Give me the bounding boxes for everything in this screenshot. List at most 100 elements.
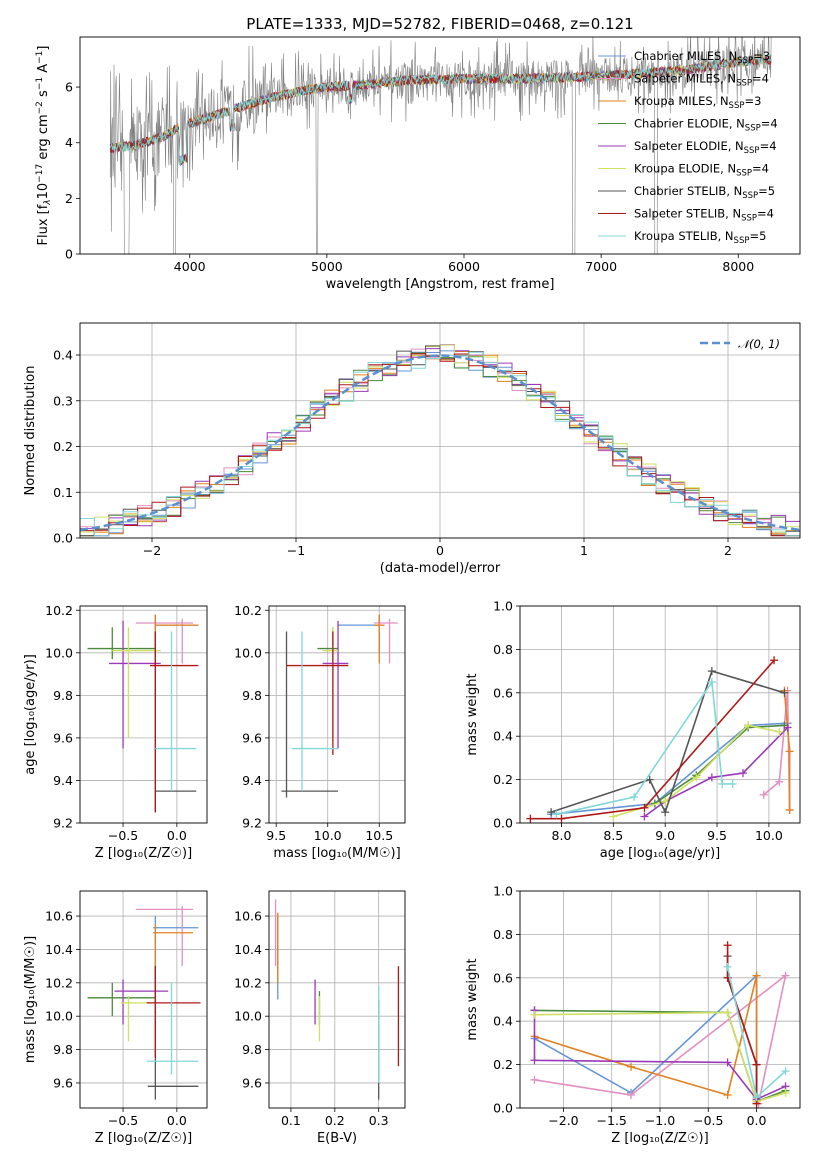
massweight-vs-age-xlabel: age [log₁₀(age/yr)] [600, 846, 721, 861]
mass-vs-Z-plot-area [80, 891, 207, 1108]
spectrum-panel: 4000 5000 6000 7000 8000 0 2 4 6 PLATE=1333, MJD=… [35, 15, 801, 292]
mass-vs-EBV-ytick-label: 9.6 [242, 1075, 262, 1090]
massweight-vs-Z-line-salpeter_miles [534, 973, 787, 1104]
age-vs-Z-xlabel: Z [log₁₀(Z/Z☉)] [95, 846, 192, 861]
legend-suffix: =4 [757, 207, 774, 221]
residuals-panel: −2 −1 0 1 2 0.0 0.1 0.2 0.3 0.4 (data-model)/error… [23, 322, 801, 576]
age-vs-Z-panel: −0.5 0.0 9.2 9.4 9.6 9.8 10.0 10.2 Z [log₁₀(Z/Z☉… [23, 603, 208, 861]
residuals-xtick-label: 1 [580, 543, 588, 558]
legend-suffix: =4 [752, 162, 769, 176]
age-vs-mass-ytick-label: 10.0 [234, 645, 262, 660]
mass-vs-Z-xtick-label: −0.5 [108, 1113, 138, 1128]
mass-vs-EBV-panel: 0.1 0.2 0.3 9.6 9.8 10.0 10.2 10.4 10.6 E(B-V) [234, 890, 406, 1146]
massweight-vs-Z-ytick-label: 0.6 [493, 970, 513, 985]
spectrum-ylabel-part: λ [43, 199, 53, 205]
massweight-vs-age-line-chabrier_miles [551, 722, 788, 816]
spectrum-ylabel-part: A [36, 64, 51, 77]
mass-vs-Z-ytick-label: 10.0 [45, 1009, 73, 1024]
mass-vs-EBV-xlabel: E(B-V) [317, 1131, 357, 1146]
age-vs-mass-ytick-label: 9.4 [242, 773, 262, 788]
spectrum-xlabel: wavelength [Angstrom, rest frame] [326, 277, 555, 292]
spectrum-frame [79, 36, 801, 255]
legend-name: Salpeter MILES, N [634, 72, 736, 86]
legend-suffix: =3 [744, 94, 761, 108]
legend-suffix: =5 [758, 184, 775, 198]
massweight-vs-age-xtick-label: 10.0 [755, 828, 783, 843]
legend-name: Salpeter ELODIE, N [634, 139, 744, 153]
spectrum-ylabel: Flux [fλ10−17 erg cm−2 s−1 A−1] [35, 46, 53, 246]
legend-name: Kroupa STELIB, N [634, 229, 734, 243]
massweight-vs-Z-ytick-label: 0.8 [493, 927, 513, 942]
spectrum-ytick-label: 4 [65, 135, 73, 150]
age-vs-mass-xtick-label: 10.5 [365, 828, 393, 843]
residuals-ylabel: Normed distribution [23, 366, 38, 496]
massweight-vs-age-xtick-label: 8.5 [603, 828, 623, 843]
massweight-vs-age-line-salpeter_miles [763, 690, 791, 811]
spectrum-legend-entry: Kroupa MILES, NSSP=3 [634, 94, 761, 111]
massweight-vs-Z-frame [519, 890, 801, 1109]
mass-vs-EBV-xtick-label: 0.2 [325, 1113, 345, 1128]
residuals-plot-area [80, 323, 800, 538]
age-vs-Z-ytick-label: 9.4 [53, 773, 73, 788]
spectrum-ylabel-part: Flux [f [36, 204, 51, 245]
age-vs-mass-ytick-label: 9.8 [242, 688, 262, 703]
legend-name: Chabrier ELODIE, N [634, 117, 745, 131]
spectrum-ylabel-part: s [36, 90, 51, 101]
massweight-vs-age-line-salpeter_stelib [530, 659, 775, 820]
age-vs-mass-plot-area [269, 606, 405, 823]
residuals-xtick-label: 2 [724, 543, 732, 558]
residuals-legend-label: 𝒩(0, 1) [738, 337, 780, 351]
age-vs-Z-xtick-label: 0.0 [167, 828, 187, 843]
legend-sub: SSP [736, 79, 752, 89]
residuals-xtick-label: −2 [143, 543, 161, 558]
massweight-vs-age-line-kroupa_miles [783, 690, 791, 810]
massweight-vs-Z-line-chabrier_miles [534, 973, 758, 1102]
massweight-vs-age-line-chabrier_stelib [550, 670, 785, 815]
spectrum-legend-entry: Salpeter ELODIE, NSSP=4 [634, 139, 777, 156]
residuals-normal-curve [80, 354, 800, 532]
age-vs-Z-frame [79, 605, 208, 824]
age-vs-Z-xtick-label: −0.5 [108, 828, 138, 843]
spectrum-legend-entry: Salpeter STELIB, NSSP=4 [634, 207, 774, 224]
legend-suffix: =5 [749, 229, 766, 243]
massweight-vs-Z-ytick-label: 0.0 [493, 1101, 513, 1116]
massweight-vs-Z-line-salpeter_stelib [726, 945, 758, 1104]
mass-vs-EBV-ytick-label: 10.0 [234, 1009, 262, 1024]
legend-suffix: =4 [761, 117, 778, 131]
massweight-vs-Z-xtick-label: −1.0 [645, 1113, 675, 1128]
spectrum-xtick-label: 6000 [448, 259, 480, 274]
mass-vs-EBV-ytick-label: 10.4 [234, 942, 262, 957]
mass-vs-Z-xtick-label: 0.0 [167, 1113, 187, 1128]
massweight-vs-Z-xtick-label: −0.5 [693, 1113, 723, 1128]
residuals-xlabel: (data-model)/error [380, 561, 501, 576]
massweight-vs-Z-line-kroupa_elodie [534, 1011, 786, 1103]
legend-suffix: =4 [752, 72, 769, 86]
age-vs-Z-ytick-label: 9.2 [53, 816, 73, 831]
residuals-xtick-label: 0 [436, 543, 444, 558]
age-vs-Z-ytick-label: 9.8 [53, 688, 73, 703]
mass-vs-Z-xlabel: Z [log₁₀(Z/Z☉)] [95, 1131, 192, 1146]
massweight-vs-Z-line-kroupa_miles [534, 975, 758, 1102]
spectrum-ylabel-part: −1 [35, 51, 45, 64]
legend-sub: SSP [742, 191, 758, 201]
massweight-vs-age-frame [519, 605, 801, 824]
mass-vs-Z-ytick-label: 9.8 [53, 1042, 73, 1057]
massweight-vs-age-ylabel: mass weight [465, 673, 480, 755]
legend-suffix: =4 [760, 139, 777, 153]
spectrum-plot-area [109, 37, 772, 254]
age-vs-Z-ylabel: age [log₁₀(age/yr)] [23, 654, 38, 775]
massweight-vs-age-ytick-label: 0.6 [493, 685, 513, 700]
mass-vs-EBV-ytick-label: 9.8 [242, 1042, 262, 1057]
residuals-xtick-label: −1 [287, 543, 305, 558]
legend-sub: SSP [737, 56, 753, 66]
spectrum-legend-entry: Salpeter MILES, NSSP=4 [634, 72, 769, 89]
massweight-vs-age-xtick-label: 9.5 [707, 828, 727, 843]
age-vs-Z-ytick-label: 9.6 [53, 730, 73, 745]
age-vs-Z-ytick-label: 10.2 [45, 603, 73, 618]
massweight-vs-age-ytick-label: 0.8 [493, 642, 513, 657]
legend-name: Kroupa MILES, N [634, 94, 729, 108]
mass-vs-Z-ytick-label: 10.4 [45, 942, 73, 957]
spectrum-data-line [109, 37, 772, 254]
spectrum-xtick-label: 7000 [585, 259, 617, 274]
